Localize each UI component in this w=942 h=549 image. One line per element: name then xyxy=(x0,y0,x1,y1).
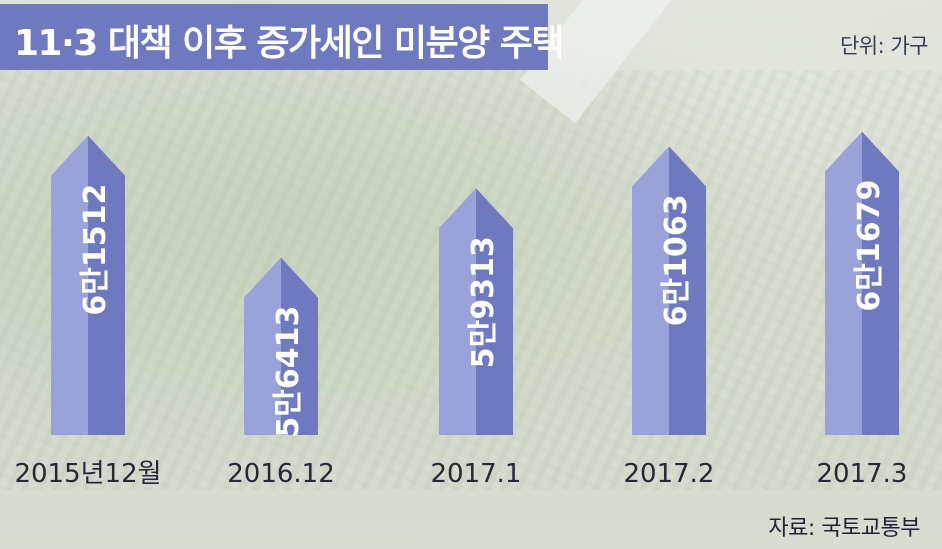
bar-1: 6만1512 2015년12월 xyxy=(14,135,162,489)
bar-face-light xyxy=(244,257,281,435)
bar-face-light xyxy=(439,188,476,435)
bar-value-label: 6만1512 xyxy=(78,184,113,316)
bar-value-label: 6만1063 xyxy=(659,194,694,326)
bar-4: 6만1063 2017.2 xyxy=(624,146,715,489)
bar-value-label: 5만6413 xyxy=(271,306,306,438)
bar-face-light xyxy=(825,131,862,435)
category-label: 2016.12 xyxy=(227,459,335,489)
bar-2: 5만6413 2016.12 xyxy=(227,257,335,489)
category-label: 2015년12월 xyxy=(14,459,161,489)
category-label: 2017.1 xyxy=(431,459,522,489)
bar-3: 5만9313 2017.1 xyxy=(431,188,522,489)
bar-face-dark xyxy=(669,146,706,435)
bar-value-label: 5만9313 xyxy=(466,236,501,368)
title-banner xyxy=(0,4,548,70)
bar-face-light xyxy=(632,146,669,435)
bar-value-label: 6만1679 xyxy=(852,180,887,312)
bar-face-light xyxy=(51,135,88,435)
chart-title: 11·3 대책 이후 증가세인 미분양 주택 xyxy=(14,23,565,64)
bar-face-dark xyxy=(88,135,125,435)
category-label: 2017.2 xyxy=(624,459,715,489)
category-label: 2017.3 xyxy=(817,459,908,489)
bar-face-dark xyxy=(476,188,513,435)
bar-5: 6만1679 2017.3 xyxy=(817,131,908,489)
bar-face-dark xyxy=(862,131,899,435)
unit-label: 단위: 가구 xyxy=(839,34,929,58)
source-label: 자료: 국토교통부 xyxy=(768,516,920,541)
bar-face-dark xyxy=(281,257,318,435)
